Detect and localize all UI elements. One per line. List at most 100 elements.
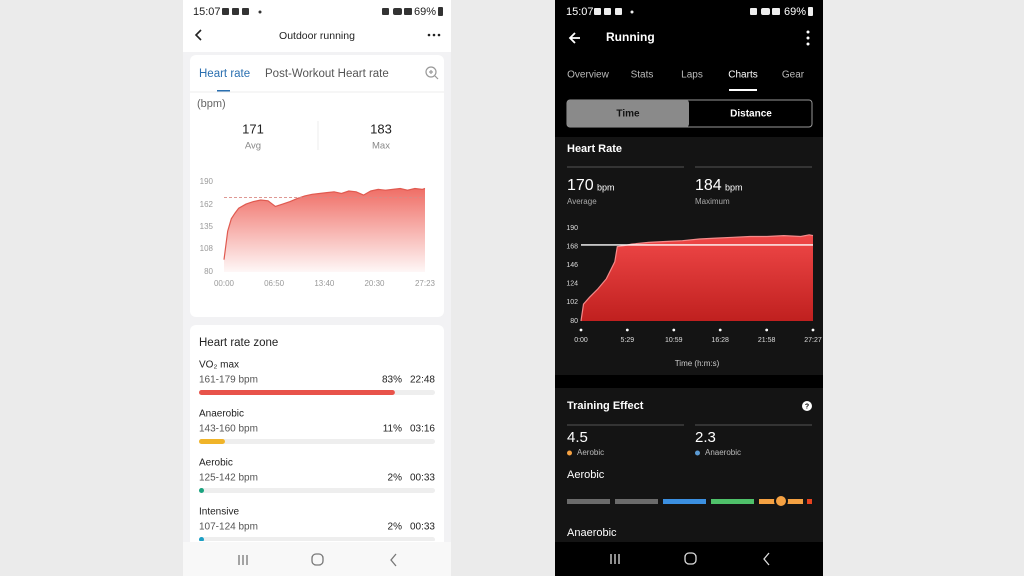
x-tick-label: 5:29 (621, 337, 635, 344)
x-tick-label: 00:00 (214, 279, 235, 288)
zone-percent: 11% (383, 424, 402, 435)
zone-time: 00:33 (410, 522, 435, 533)
y-tick-label: 108 (200, 244, 214, 253)
stat-label: Max (372, 141, 390, 152)
x-tick-label: 20:30 (364, 279, 385, 288)
y-tick-label: 168 (566, 243, 578, 250)
zone-percent: 83% (382, 375, 402, 386)
status-icons (222, 8, 262, 15)
tab[interactable]: Charts (728, 70, 757, 81)
zoom-button[interactable] (425, 66, 439, 80)
stat-value: 171 (242, 121, 264, 136)
zone-time: 00:33 (410, 473, 435, 484)
tick-mark (579, 328, 583, 332)
stat-value: 183 (370, 121, 392, 136)
help-icon: ? (805, 403, 809, 410)
training-panel (555, 388, 823, 542)
back-button[interactable] (568, 32, 580, 44)
x-tick-label: 0:00 (574, 337, 588, 344)
x-tick-label: 27:23 (415, 279, 436, 288)
y-tick-label: 190 (200, 177, 214, 186)
heart-rate-card (190, 55, 444, 317)
gauge-title: Aerobic (567, 469, 605, 481)
zone-range: 107-124 bpm (199, 522, 258, 533)
y-tick-label: 80 (204, 267, 213, 276)
x-axis-title: Time (h:m:s) (675, 359, 720, 368)
x-tick-label: 21:58 (758, 337, 776, 344)
section-title: Training Effect (567, 400, 644, 412)
tab[interactable]: Stats (631, 70, 654, 81)
tick-mark (625, 328, 629, 332)
left-topbar (183, 0, 451, 52)
tab[interactable]: Post-Workout Heart rate (265, 68, 389, 80)
y-tick-label: 80 (570, 318, 578, 325)
te-label: Anaerobic (705, 448, 741, 457)
y-tick-label: 102 (566, 299, 578, 306)
x-tick-label: 27:27 (804, 337, 822, 344)
y-tick-label: 162 (200, 200, 214, 209)
status-battery: 69% (414, 6, 436, 18)
status-time: 15:07 (566, 6, 594, 18)
x-tick-label: 10:59 (665, 337, 683, 344)
more-button[interactable] (806, 30, 810, 46)
y-tick-label: 124 (566, 281, 578, 288)
status-right-icons (382, 7, 443, 16)
tick-mark (718, 328, 722, 332)
back-button[interactable] (194, 29, 202, 41)
line (580, 234, 814, 322)
zone-bar (199, 488, 204, 493)
zone-range: 143-160 bpm (199, 424, 258, 435)
aerobic-gauge (567, 494, 812, 508)
tab[interactable]: Overview (567, 70, 609, 81)
stat-value: 184 (695, 177, 722, 194)
zone-bar (199, 390, 395, 395)
zone-bar (199, 439, 225, 444)
section-title: Heart Rate (567, 143, 622, 155)
zone-track (199, 488, 435, 493)
screen-title: Running (606, 30, 655, 44)
tab-underline (217, 90, 230, 92)
stat-label: Average (567, 197, 597, 206)
tab-active[interactable]: Heart rate (199, 68, 250, 80)
next-section-title: Anaerobic (567, 527, 617, 539)
stat-value: 170 (567, 177, 594, 194)
tab-underline (729, 89, 757, 91)
status-icons (594, 8, 634, 15)
zone-track (199, 439, 435, 444)
nav-icons[interactable] (238, 553, 397, 567)
stat-unit: bpm (725, 182, 743, 192)
te-value: 2.3 (695, 429, 716, 446)
tick-mark (811, 328, 815, 332)
y-tick-label: 190 (566, 225, 578, 232)
te-label: Aerobic (577, 448, 604, 457)
x-tick-label: 16:28 (711, 337, 729, 344)
nav-bar (555, 542, 823, 576)
stat-unit: bpm (597, 182, 615, 192)
zone-track (199, 537, 435, 541)
zone-title: Heart rate zone (199, 337, 278, 349)
right-phone: 15:07 69% Running Overview Stats Laps Chart… (555, 0, 823, 576)
zone-list: VO₂ max 161-179 bpm 83% 22:48 Anaerobic 143-1… (199, 360, 435, 541)
toggle-option[interactable]: Distance (730, 109, 772, 120)
y-tick-label: 146 (566, 262, 578, 269)
more-button[interactable] (427, 33, 441, 37)
unit-label: (bpm) (197, 98, 226, 110)
area (224, 188, 425, 272)
tab[interactable]: Laps (681, 70, 703, 81)
zone-time: 03:16 (410, 424, 435, 435)
zone-range: 161-179 bpm (199, 375, 258, 386)
te-dot (567, 450, 572, 456)
te-dot (695, 450, 700, 456)
right-chart: 190 168 146 124 102 80 0:00 5:29 10:59 16:28 21:58… (566, 225, 822, 344)
help-button[interactable] (802, 401, 812, 411)
nav-icons[interactable] (610, 552, 770, 566)
y-tick-label: 135 (200, 222, 214, 231)
line (223, 187, 426, 260)
zone-percent: 2% (388, 522, 403, 533)
toggle-option[interactable]: Time (616, 109, 640, 120)
stat-label: Avg (245, 141, 261, 152)
zone-bar (199, 537, 204, 541)
tab[interactable]: Gear (782, 70, 805, 81)
